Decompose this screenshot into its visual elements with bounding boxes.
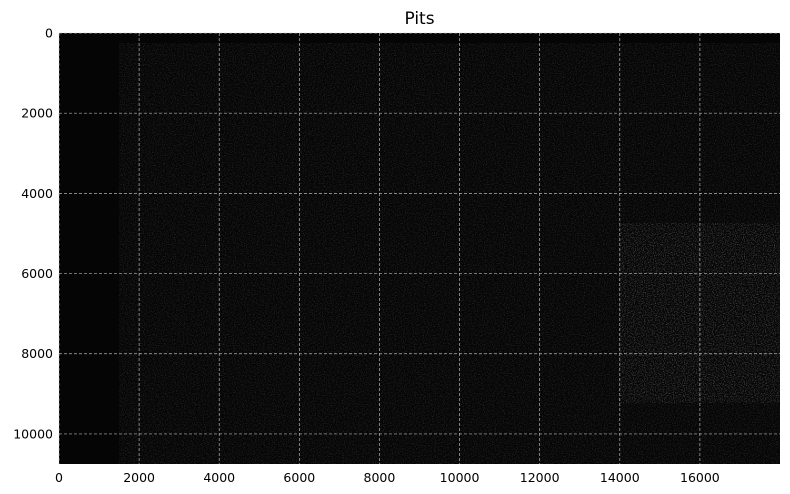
chart-title: Pits bbox=[404, 9, 434, 29]
x-tick-label: 6000 bbox=[283, 470, 315, 485]
x-tick-label: 12000 bbox=[520, 470, 560, 485]
y-tick-label: 6000 bbox=[21, 266, 53, 281]
y-tick-label: 2000 bbox=[21, 106, 53, 121]
x-tick-label: 0 bbox=[55, 470, 63, 485]
y-tick-label: 10000 bbox=[13, 426, 53, 441]
x-tick-label: 8000 bbox=[364, 470, 396, 485]
x-axis: 0 2000 4000 6000 8000 10000 12000 14000 16000 bbox=[55, 470, 720, 485]
x-tick-label: 4000 bbox=[203, 470, 235, 485]
grid-y bbox=[59, 32, 780, 435]
grid-x bbox=[58, 33, 701, 464]
y-axis: 0 2000 4000 6000 8000 10000 bbox=[13, 26, 53, 442]
x-tick-label: 14000 bbox=[600, 470, 640, 485]
x-tick-label: 2000 bbox=[123, 470, 155, 485]
plot-area bbox=[58, 32, 780, 464]
y-tick-label: 0 bbox=[45, 26, 53, 41]
x-tick-label: 10000 bbox=[440, 470, 480, 485]
x-tick-label: 16000 bbox=[680, 470, 720, 485]
y-tick-label: 8000 bbox=[21, 346, 53, 361]
faint-feature-patch bbox=[619, 223, 780, 403]
y-tick-label: 4000 bbox=[21, 186, 53, 201]
faint-feature-band bbox=[119, 43, 780, 464]
image-texture bbox=[119, 43, 780, 464]
